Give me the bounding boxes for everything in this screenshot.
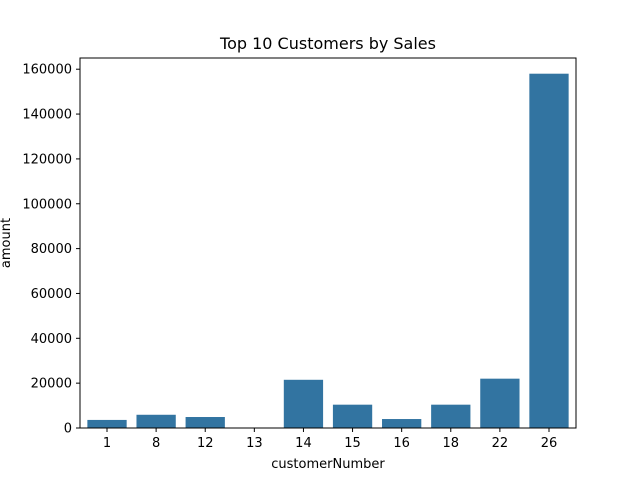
x-axis-label: customerNumber (271, 457, 385, 472)
x-tick-label: 12 (197, 436, 214, 451)
y-tick-label: 0 (64, 422, 72, 437)
bar-15 (332, 404, 373, 428)
y-tick-label: 20000 (31, 377, 72, 392)
bar-1 (87, 419, 127, 428)
bar-26 (529, 73, 569, 428)
bar-22 (480, 378, 520, 428)
bar-12 (185, 417, 225, 428)
y-tick-label: 160000 (22, 63, 72, 78)
x-tick-label: 13 (246, 436, 263, 451)
y-tick-label: 100000 (22, 197, 72, 212)
y-axis-label: amount (0, 218, 14, 268)
bar-16 (382, 419, 422, 428)
bar-8 (136, 414, 176, 428)
x-axis: 1 8 12 13 14 15 16 18 22 26 (103, 428, 557, 451)
x-tick-label: 1 (103, 436, 111, 451)
y-tick-label: 140000 (22, 108, 72, 123)
bar-18 (431, 404, 471, 428)
x-tick-label: 16 (393, 436, 410, 451)
x-tick-label: 18 (442, 436, 459, 451)
x-tick-label: 8 (152, 436, 160, 451)
bars-group (87, 73, 569, 428)
y-tick-label: 120000 (22, 152, 72, 167)
y-tick-label: 40000 (31, 332, 72, 347)
chart-title: Top 10 Customers by Sales (219, 34, 436, 53)
y-axis: 0 20000 40000 60000 80000 100000 120000 140000 1… (22, 63, 80, 437)
y-tick-label: 60000 (31, 287, 72, 302)
x-tick-label: 26 (541, 436, 558, 451)
y-tick-label: 80000 (31, 242, 72, 257)
plot-frame (79, 57, 577, 429)
x-tick-label: 22 (492, 436, 509, 451)
bar-14 (283, 379, 324, 428)
x-tick-label: 14 (295, 436, 312, 451)
x-tick-label: 15 (344, 436, 361, 451)
